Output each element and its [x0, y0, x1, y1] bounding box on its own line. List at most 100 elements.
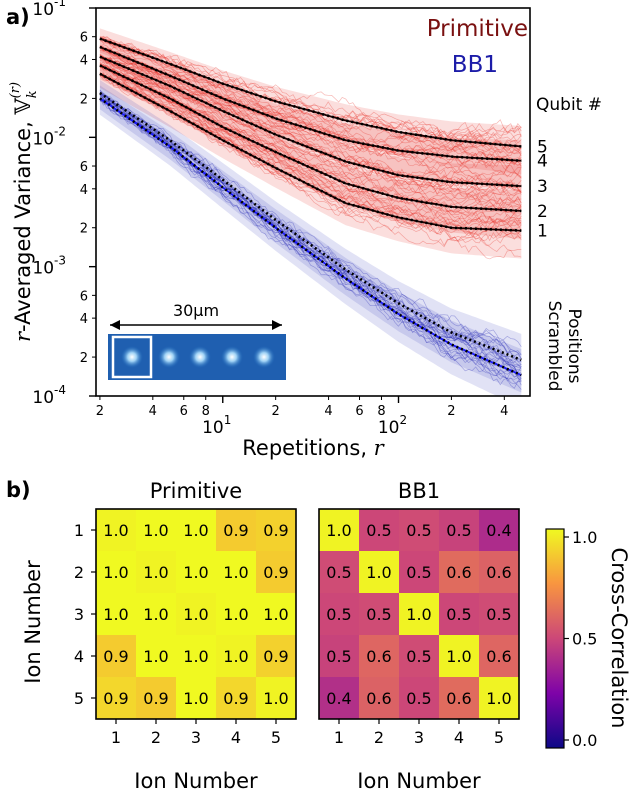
heatmap-cell-value: 1.0	[143, 521, 168, 540]
heatmap-cell	[359, 551, 399, 593]
heatmap-cell-value: 0.9	[263, 647, 288, 666]
trace-line	[99, 55, 522, 207]
heatmap-cell-value: 1.0	[143, 647, 168, 666]
ion-spot	[121, 346, 143, 368]
colorbar-tick-label: 0.0	[572, 731, 597, 750]
heatmap-x-tick-label: 2	[374, 728, 384, 747]
fit-dotted-primitive-3	[99, 55, 522, 188]
x-minor-tick-label: 6	[180, 404, 188, 419]
scrambled-label-scrambled: Scrambled	[544, 301, 564, 392]
heatmap-cell-value: 0.9	[143, 689, 168, 708]
heatmap-cell-value: 1.0	[103, 563, 128, 582]
y-minor-tick-label: 4	[80, 312, 88, 327]
fit-dotted-primitive-4	[99, 45, 522, 162]
heatmap-cell-value: 0.6	[446, 689, 471, 708]
trace-line	[99, 45, 522, 169]
trace-envelope	[99, 85, 522, 396]
trace-line	[99, 55, 522, 189]
trace-line	[99, 92, 522, 363]
heatmap-cell	[216, 593, 256, 635]
y-minor-tick-label: 2	[80, 351, 88, 366]
trace-line	[99, 63, 522, 214]
heatmap-cell-value: 1.0	[183, 563, 208, 582]
heatmap-cell-value: 1.0	[143, 605, 168, 624]
x-minor-tick-label: 4	[500, 404, 508, 419]
legend-primitive: Primitive	[427, 16, 528, 42]
y-tick-label: 10-2	[32, 124, 66, 149]
trace-line	[99, 71, 522, 246]
ion-image-inset: 30μm	[108, 301, 286, 380]
fit-dotted-bb1-1	[99, 97, 522, 377]
trace-line	[99, 57, 522, 202]
x-minor-tick-label: 4	[324, 404, 332, 419]
trace-line	[99, 45, 522, 181]
ion-spot	[189, 346, 211, 368]
heatmap-cell-value: 0.5	[486, 605, 511, 624]
heatmap-cell	[256, 551, 296, 593]
heatmap-cell	[176, 635, 216, 677]
heatmap-cell	[439, 509, 479, 551]
heatmap-y-tick-label: 1	[74, 521, 84, 540]
heatmap-cell	[439, 551, 479, 593]
trace-line	[99, 47, 522, 169]
trace-line	[99, 100, 522, 390]
panel-a-x-label: Repetitions, r	[242, 436, 385, 460]
trace-line	[99, 55, 522, 195]
y-minor-tick-label: 4	[80, 183, 88, 198]
heatmap-x-tick-label: 3	[414, 728, 424, 747]
heatmap-cell	[176, 509, 216, 551]
heatmap-cell	[96, 593, 136, 635]
x-minor-tick-label: 4	[149, 404, 157, 419]
y-minor-tick-label: 4	[80, 53, 88, 68]
heatmap-cell	[399, 677, 439, 719]
trace-envelope	[99, 46, 522, 214]
heatmap-cell-value: 1.0	[263, 605, 288, 624]
heatmap-cell-value: 0.6	[366, 689, 391, 708]
y-minor-tick-label: 2	[80, 92, 88, 107]
heatmap-cell-value: 0.4	[326, 689, 351, 708]
heatmap-cell	[136, 635, 176, 677]
trace-line	[99, 66, 522, 214]
heatmap-cell-value: 1.0	[446, 647, 471, 666]
trace-line	[99, 45, 522, 156]
heatmap-cell	[96, 509, 136, 551]
heatmap-cell-value: 0.6	[446, 563, 471, 582]
y-tick-label: 10-1	[32, 0, 66, 20]
heatmap-bb1-x-label: Ion Number	[357, 769, 481, 793]
trace-line	[99, 73, 522, 230]
heatmap-y-tick-label: 4	[74, 647, 84, 666]
heatmap-x-tick-label: 1	[111, 728, 121, 747]
heatmap-cell	[399, 509, 439, 551]
trace-line	[99, 92, 522, 356]
panel-b-label: b)	[6, 478, 31, 502]
trace-line	[99, 98, 522, 364]
heatmap-cell	[479, 593, 519, 635]
heatmap-cell	[216, 635, 256, 677]
trace-envelope	[99, 28, 522, 175]
trace-line	[99, 74, 522, 237]
trace-line	[99, 93, 522, 370]
heatmap-cell	[136, 509, 176, 551]
heatmap-primitive-title: Primitive	[150, 479, 242, 503]
heatmap-x-tick-label: 5	[271, 728, 281, 747]
colorbar-gradient	[545, 528, 565, 749]
panel-b-y-label: Ion Number	[21, 560, 45, 684]
heatmap-cell-value: 1.0	[366, 563, 391, 582]
x-minor-tick-label: 8	[377, 404, 385, 419]
heatmap-cell-value: 1.0	[183, 689, 208, 708]
heatmap-x-tick-label: 3	[191, 728, 201, 747]
heatmap-cell	[96, 551, 136, 593]
trace-line	[99, 53, 522, 198]
y-tick-label: 10-3	[32, 254, 66, 279]
heatmap-cell-value: 0.6	[486, 563, 511, 582]
trace-line	[99, 56, 522, 197]
trace-line	[99, 100, 522, 367]
trace-line	[99, 91, 522, 368]
heatmap-cell	[359, 677, 399, 719]
scrambled-label-positions: Positions	[564, 308, 584, 383]
trace-line	[99, 47, 522, 165]
x-tick-label: 102	[378, 413, 407, 438]
trace-line	[99, 95, 522, 359]
fit-dotted-primitive-2	[99, 64, 522, 213]
heatmap-cell	[439, 677, 479, 719]
